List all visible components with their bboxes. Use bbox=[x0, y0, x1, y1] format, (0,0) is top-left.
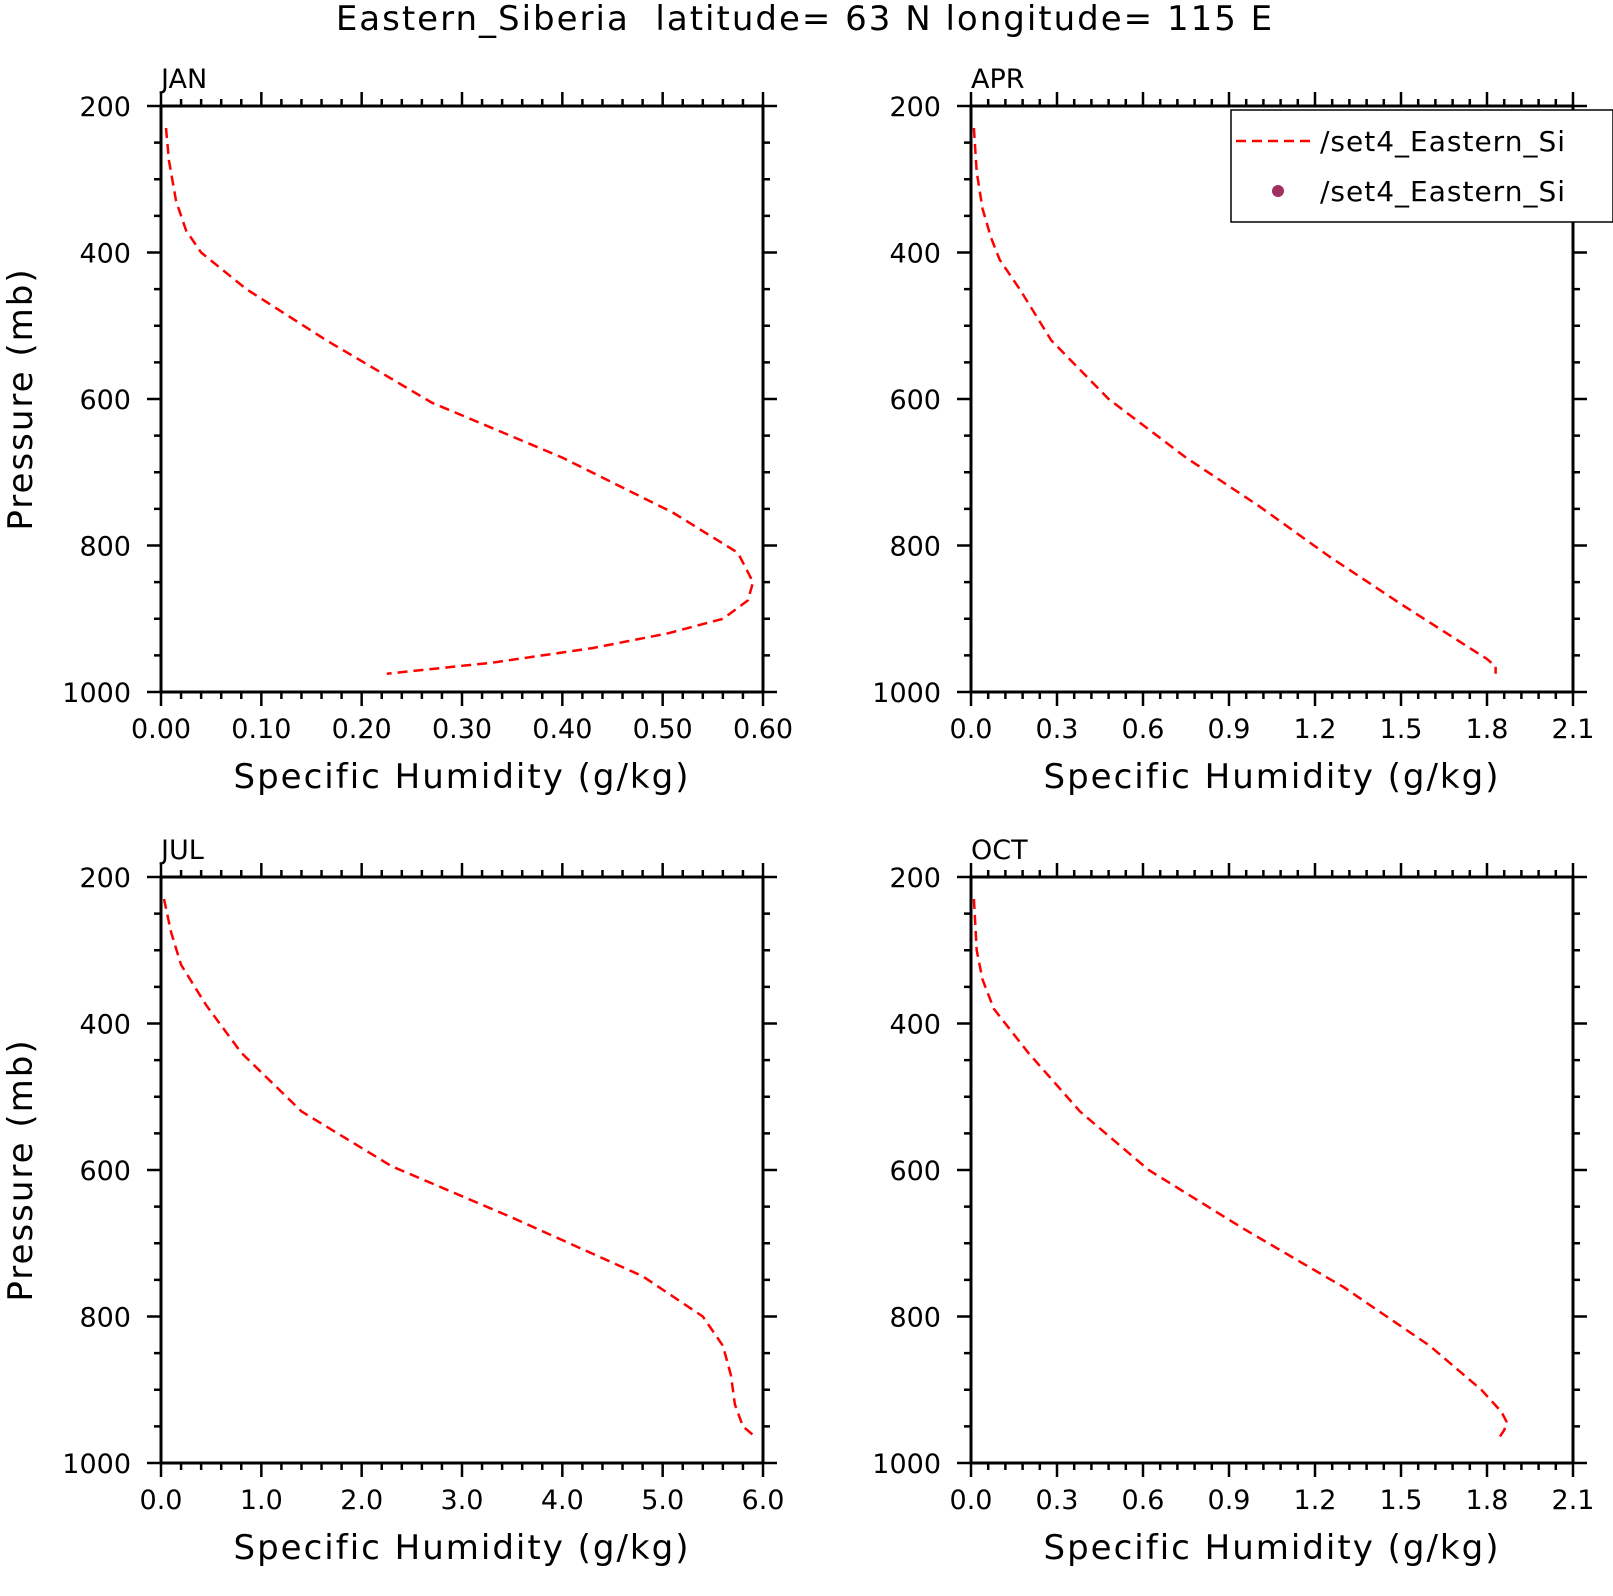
x-tick-label: 0.60 bbox=[733, 714, 793, 745]
x-tick-label: 0.3 bbox=[1036, 1485, 1079, 1516]
x-tick-label: 1.5 bbox=[1380, 714, 1423, 745]
x-tick-label: 5.0 bbox=[641, 1485, 684, 1516]
x-tick-label: 1.5 bbox=[1380, 1485, 1423, 1516]
y-tick-label: 800 bbox=[79, 1303, 131, 1334]
panel-jul: 0.0 1.0 2.0 3.0 4.0 5.0 6.0 200 400 600 800 1000 JUL… bbox=[1, 835, 784, 1568]
x-tick-label: 1.8 bbox=[1466, 1485, 1509, 1516]
y-tick-label: 600 bbox=[889, 385, 941, 416]
y-tick-label: 400 bbox=[889, 1010, 941, 1041]
x-tick-label: 3.0 bbox=[441, 1485, 484, 1516]
x-tick-label: 1.0 bbox=[240, 1485, 283, 1516]
legend-dot-swatch bbox=[1272, 185, 1284, 197]
y-tick-label: 200 bbox=[889, 92, 941, 123]
legend-label-obs: /set4_Eastern_Si bbox=[1320, 175, 1566, 208]
x-tick-label: 0.10 bbox=[231, 714, 291, 745]
x-tick-label: 2.0 bbox=[340, 1485, 383, 1516]
y-tick-label: 200 bbox=[79, 92, 131, 123]
legend-box bbox=[1230, 109, 1613, 223]
x-tick-label: 0.0 bbox=[950, 1485, 993, 1516]
x-tick-label: 4.0 bbox=[541, 1485, 584, 1516]
x-tick-label: 0.6 bbox=[1122, 1485, 1165, 1516]
y-axis-label: Pressure (mb) bbox=[1, 1038, 41, 1301]
figure-title: Eastern_Siberia latitude= 63 N longitude… bbox=[336, 0, 1274, 39]
x-tick-label: 0.9 bbox=[1208, 714, 1251, 745]
plot-frame-oct bbox=[969, 875, 1575, 1465]
x-tick-label: 1.2 bbox=[1294, 1485, 1337, 1516]
panel-oct: 0.0 0.3 0.6 0.9 1.2 1.5 1.8 2.1 200 400 600 800 1000… bbox=[872, 835, 1594, 1568]
legend: /set4_Eastern_Si /set4_Eastern_Si bbox=[1230, 109, 1613, 223]
panel-label: JUL bbox=[159, 835, 204, 866]
x-axis-label: Specific Humidity (g/kg) bbox=[1044, 1528, 1501, 1568]
y-tick-label: 400 bbox=[889, 239, 941, 270]
y-tick-label: 600 bbox=[79, 385, 131, 416]
x-tick-label: 6.0 bbox=[742, 1485, 785, 1516]
panel-label: OCT bbox=[971, 835, 1028, 866]
series-line-jan bbox=[164, 127, 755, 675]
x-tick-label: 2.1 bbox=[1552, 1485, 1595, 1516]
x-tick-label: 0.6 bbox=[1122, 714, 1165, 745]
x-axis-label: Specific Humidity (g/kg) bbox=[234, 1528, 691, 1568]
y-tick-label: 1000 bbox=[62, 1449, 131, 1480]
x-tick-label: 0.30 bbox=[432, 714, 492, 745]
panel-label: APR bbox=[971, 64, 1025, 95]
series-line-jul bbox=[162, 898, 757, 1439]
x-tick-label: 2.1 bbox=[1552, 714, 1595, 745]
x-axis-label: Specific Humidity (g/kg) bbox=[234, 757, 691, 797]
x-tick-label: 0.0 bbox=[950, 714, 993, 745]
panels: 0.00 0.10 0.20 0.30 0.40 0.50 0.60 200 400 600 800… bbox=[1, 64, 1594, 1568]
y-tick-label: 800 bbox=[889, 1303, 941, 1334]
y-tick-label: 800 bbox=[889, 532, 941, 563]
x-tick-label: 0.9 bbox=[1208, 1485, 1251, 1516]
series-line-apr bbox=[972, 127, 1497, 674]
plot-frame-jan bbox=[159, 104, 765, 694]
x-tick-label: 1.2 bbox=[1294, 714, 1337, 745]
y-tick-label: 800 bbox=[79, 532, 131, 563]
x-tick-label: 0.20 bbox=[332, 714, 392, 745]
y-tick-label: 600 bbox=[79, 1156, 131, 1187]
y-tick-label: 1000 bbox=[62, 678, 131, 709]
x-tick-label: 1.8 bbox=[1466, 714, 1509, 745]
y-tick-label: 400 bbox=[79, 1010, 131, 1041]
y-tick-label: 600 bbox=[889, 1156, 941, 1187]
series-line-oct bbox=[972, 898, 1509, 1440]
plot-frame-jul bbox=[159, 875, 765, 1465]
panel-apr: 0.0 0.3 0.6 0.9 1.2 1.5 1.8 2.1 200 400 600 800 1000… bbox=[872, 64, 1594, 797]
x-tick-label: 0.00 bbox=[131, 714, 191, 745]
x-tick-label: 0.3 bbox=[1036, 714, 1079, 745]
y-tick-label: 400 bbox=[79, 239, 131, 270]
panel-jan: 0.00 0.10 0.20 0.30 0.40 0.50 0.60 200 400 600 800… bbox=[1, 64, 793, 797]
x-tick-label: 0.50 bbox=[633, 714, 693, 745]
legend-label-model: /set4_Eastern_Si bbox=[1320, 125, 1566, 158]
y-tick-label: 200 bbox=[79, 863, 131, 894]
panel-label: JAN bbox=[159, 64, 207, 95]
x-tick-label: 0.40 bbox=[532, 714, 592, 745]
y-tick-label: 200 bbox=[889, 863, 941, 894]
y-axis-label: Pressure (mb) bbox=[1, 267, 41, 530]
x-axis-label: Specific Humidity (g/kg) bbox=[1044, 757, 1501, 797]
y-tick-label: 1000 bbox=[872, 678, 941, 709]
x-tick-label: 0.0 bbox=[140, 1485, 183, 1516]
y-tick-label: 1000 bbox=[872, 1449, 941, 1480]
